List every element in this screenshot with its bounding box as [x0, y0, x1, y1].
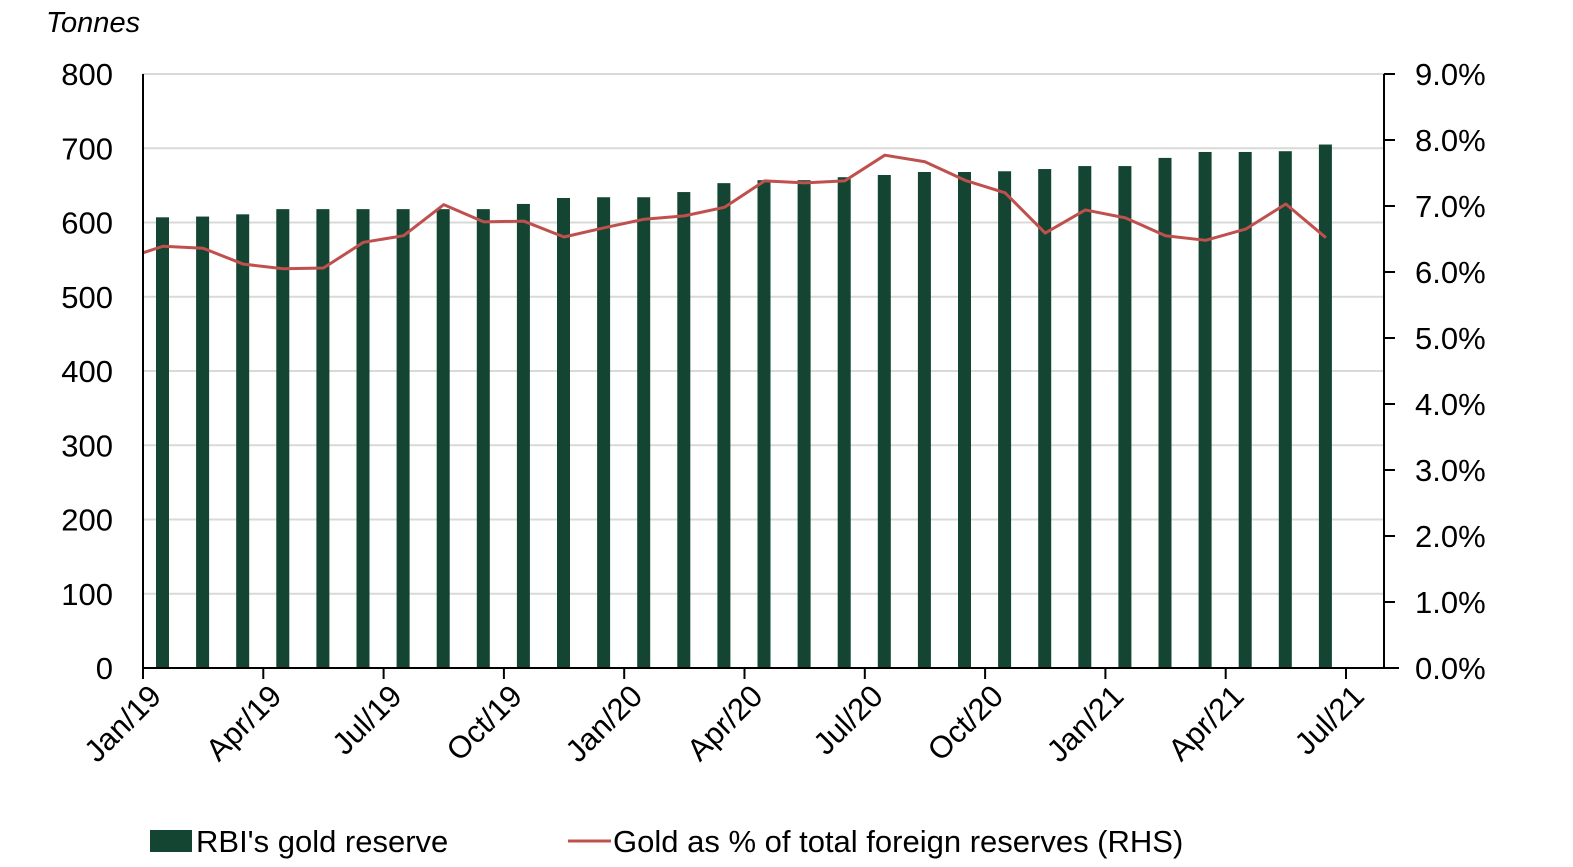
bar	[1199, 152, 1212, 668]
bar	[1279, 151, 1292, 668]
y2-axis-labels: 0.0% 1.0% 2.0% 3.0% 4.0% 5.0% 6.0% 7.0% 8.0% 9.0%	[1415, 57, 1486, 686]
bar	[557, 198, 570, 668]
bar	[517, 204, 530, 668]
y-tick-label: 600	[61, 206, 113, 241]
x-tick-label: Jul/19	[325, 678, 408, 761]
y2-tick-label: 0.0%	[1415, 651, 1486, 686]
legend-swatch-bars	[150, 830, 192, 852]
x-tick-label: Oct/19	[440, 678, 529, 767]
x-tick-label: Apr/20	[680, 678, 769, 767]
bar	[798, 180, 811, 668]
y2-tick-label: 8.0%	[1415, 123, 1486, 158]
y2-tick-label: 5.0%	[1415, 321, 1486, 356]
bar	[477, 209, 490, 668]
y2-tick-label: 7.0%	[1415, 189, 1486, 224]
bar	[196, 217, 209, 668]
x-tick-label: Apr/21	[1161, 678, 1250, 767]
bar	[236, 214, 249, 668]
bar	[437, 209, 450, 668]
y2-tick-label: 1.0%	[1415, 585, 1486, 620]
bar	[1038, 169, 1051, 668]
y-tick-label: 100	[61, 577, 113, 612]
bar	[156, 217, 169, 668]
x-axis-labels: Jan/19 Apr/19 Jul/19 Oct/19 Jan/20 Apr/20 Jul/…	[77, 678, 1371, 769]
x-tick-label: Jul/20	[806, 678, 889, 761]
bar	[717, 183, 730, 668]
y-tick-label: 300	[61, 428, 113, 463]
bar	[1078, 166, 1091, 668]
x-tick-label: Jul/21	[1288, 678, 1371, 761]
bar	[1319, 145, 1332, 668]
bar	[357, 209, 370, 668]
y-tick-label: 0	[96, 651, 113, 686]
x-tick-label: Jan/20	[559, 678, 650, 769]
y-tick-label: 500	[61, 280, 113, 315]
bar	[958, 172, 971, 668]
legend: RBI's gold reserve Gold as % of total fo…	[150, 824, 1183, 859]
y-axis-unit-label: Tonnes	[46, 7, 140, 39]
bar	[597, 197, 610, 668]
bar	[677, 192, 690, 668]
bar	[316, 209, 329, 668]
y2-tick-label: 4.0%	[1415, 387, 1486, 422]
y2-tick-label: 2.0%	[1415, 519, 1486, 554]
y-tick-label: 800	[61, 57, 113, 92]
bar	[838, 177, 851, 668]
legend-label-line: Gold as % of total foreign reserves (RHS…	[613, 824, 1183, 859]
x-tick-label: Oct/20	[921, 678, 1010, 767]
bar	[878, 175, 891, 668]
y-tick-label: 700	[61, 131, 113, 166]
y-axis-labels: 0 100 200 300 400 500 600 700 800	[61, 57, 113, 686]
bar	[998, 171, 1011, 668]
bar	[276, 209, 289, 668]
bar	[637, 197, 650, 668]
y-tick-label: 400	[61, 354, 113, 389]
x-tick-label: Apr/19	[199, 678, 288, 767]
x-tick-label: Jan/19	[77, 678, 168, 769]
bar	[758, 180, 771, 668]
bar	[1118, 166, 1131, 668]
y2-tick-label: 3.0%	[1415, 453, 1486, 488]
bar	[918, 172, 931, 668]
y2-tick-label: 6.0%	[1415, 255, 1486, 290]
y-tick-label: 200	[61, 503, 113, 538]
legend-label-bars: RBI's gold reserve	[196, 824, 448, 859]
y2-tick-label: 9.0%	[1415, 57, 1486, 92]
x-tick-label: Jan/21	[1040, 678, 1131, 769]
bar	[397, 209, 410, 668]
